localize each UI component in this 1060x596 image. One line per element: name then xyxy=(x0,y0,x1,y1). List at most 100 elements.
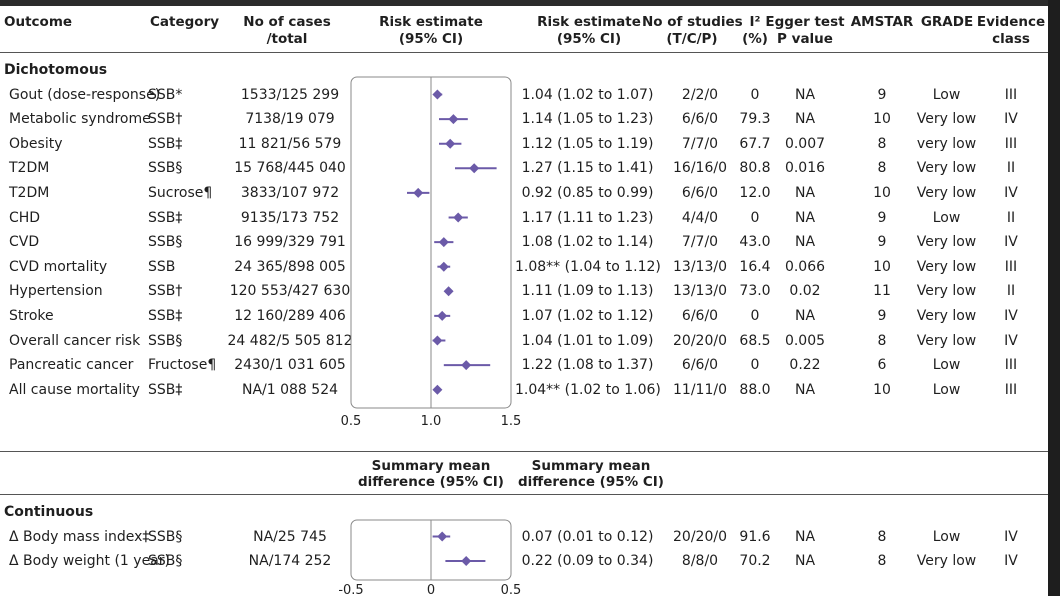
header-evidence-line2: class xyxy=(992,31,1030,47)
cell-studies: 2/2/0 xyxy=(681,86,719,103)
cell-estimate: 1.22 (1.08 to 1.37) xyxy=(521,357,654,374)
cell-evidence: III xyxy=(1004,357,1018,374)
header-category: Category xyxy=(150,14,220,30)
cell-outcome: All cause mortality xyxy=(9,381,140,398)
cell-amstar: 10 xyxy=(873,184,891,201)
cell-cases: 24 482/5 505 812 xyxy=(227,332,353,349)
cell-amstar: 10 xyxy=(873,381,891,398)
cell-cases: 7138/19 079 xyxy=(245,111,335,128)
cell-amstar: 11 xyxy=(873,283,891,300)
cell-studies: 20/20/0 xyxy=(673,528,727,545)
cell-amstar: 9 xyxy=(877,86,887,103)
cell-cases: 120 553/427 630 xyxy=(229,283,351,300)
cell-category: SSB‡ xyxy=(148,381,183,398)
point-estimate-diamond xyxy=(453,212,464,223)
cell-estimate: 1.04 (1.01 to 1.09) xyxy=(521,332,654,349)
cell-evidence: IV xyxy=(1004,528,1018,545)
cell-cases: 3833/107 972 xyxy=(240,184,340,201)
cell-amstar: 9 xyxy=(877,209,887,226)
cell-egger: NA xyxy=(794,528,816,545)
cell-i2: 80.8 xyxy=(739,160,771,177)
cell-egger: NA xyxy=(794,234,816,251)
cell-category: SSB‡ xyxy=(148,209,183,226)
cell-evidence: III xyxy=(1004,86,1018,103)
cell-estimate: 1.08 (1.02 to 1.14) xyxy=(521,234,654,251)
cell-grade: Very low xyxy=(916,332,977,349)
cell-category: SSB§ xyxy=(148,160,183,177)
cell-i2: 0 xyxy=(750,209,760,226)
point-estimate-diamond xyxy=(432,335,443,346)
continuous-header-plot-line2: difference (95% CI) xyxy=(358,474,504,490)
header-egger-line2: P value xyxy=(777,31,833,47)
cell-i2: 88.0 xyxy=(739,381,771,398)
cell-i2: 16.4 xyxy=(739,258,771,275)
cell-evidence: II xyxy=(1006,160,1016,177)
cell-estimate: 1.07 (1.02 to 1.12) xyxy=(521,307,654,324)
cell-egger: NA xyxy=(794,307,816,324)
header-divider xyxy=(0,52,1048,53)
cell-outcome: T2DM xyxy=(9,184,50,201)
cell-grade: Very low xyxy=(916,111,977,128)
cell-grade: Low xyxy=(932,86,961,103)
cell-egger: NA xyxy=(794,184,816,201)
cell-category: SSB§ xyxy=(148,528,183,545)
point-estimate-diamond xyxy=(432,89,443,100)
cell-egger: 0.02 xyxy=(789,283,821,300)
cell-category: SSB xyxy=(148,258,176,275)
top-edge-bar xyxy=(0,0,1060,6)
cell-outcome: CVD xyxy=(9,234,40,251)
header-i2-line2: (%) xyxy=(742,31,768,47)
header-egger-line1: Egger test xyxy=(765,14,845,30)
cell-evidence: IV xyxy=(1004,184,1018,201)
cell-cases: 12 160/289 406 xyxy=(234,307,346,324)
tick-label: 1.0 xyxy=(421,414,442,429)
cell-amstar: 6 xyxy=(877,357,887,374)
cell-studies: 7/7/0 xyxy=(681,234,719,251)
header-plot-line1: Risk estimate xyxy=(379,14,483,30)
cell-evidence: II xyxy=(1006,209,1016,226)
point-estimate-diamond xyxy=(438,237,449,248)
cell-outcome: Δ Body mass index‡ xyxy=(9,528,150,545)
header-grade: GRADE xyxy=(920,14,974,30)
header-amstar: AMSTAR xyxy=(850,14,914,30)
cell-estimate: 1.04** (1.02 to 1.06) xyxy=(515,381,661,398)
cell-studies: 13/13/0 xyxy=(673,258,727,275)
cell-grade: Very low xyxy=(916,307,977,324)
point-estimate-diamond xyxy=(432,384,443,395)
cell-studies: 13/13/0 xyxy=(673,283,727,300)
tick-label: 1.5 xyxy=(501,414,522,429)
cell-outcome: Overall cancer risk xyxy=(9,332,141,349)
cell-category: SSB* xyxy=(148,86,183,103)
cell-evidence: IV xyxy=(1004,307,1018,324)
cell-i2: 43.0 xyxy=(739,234,771,251)
cell-outcome: Hypertension xyxy=(9,283,103,300)
cell-cases: NA/174 252 xyxy=(248,553,332,569)
continuous-header-estimate-line2: difference (95% CI) xyxy=(518,474,664,490)
point-estimate-diamond xyxy=(469,163,480,174)
point-estimate-diamond xyxy=(437,531,448,542)
cell-grade: Very low xyxy=(916,234,977,251)
cell-category: SSB§ xyxy=(148,553,183,569)
point-estimate-diamond xyxy=(437,310,448,321)
cell-category: Sucrose¶ xyxy=(148,184,213,201)
right-edge-bar xyxy=(1048,0,1060,596)
cell-egger: 0.007 xyxy=(784,135,826,152)
tick-label: 0.5 xyxy=(341,414,362,429)
cell-grade: Very low xyxy=(916,553,977,569)
cell-i2: 79.3 xyxy=(739,111,771,128)
cell-evidence: IV xyxy=(1004,332,1018,349)
cell-cases: 11 821/56 579 xyxy=(238,135,342,152)
cell-studies: 20/20/0 xyxy=(673,332,727,349)
cell-cases: 1533/125 299 xyxy=(240,86,340,103)
header-evidence-line1: Evidence xyxy=(976,14,1046,30)
cell-outcome: T2DM xyxy=(9,160,50,177)
continuous-header-plot-line1: Summary mean xyxy=(371,458,491,474)
cell-category: Fructose¶ xyxy=(148,357,217,374)
section-dichotomous: Dichotomous xyxy=(4,62,108,78)
section-divider xyxy=(0,451,1048,452)
cell-outcome: Stroke xyxy=(9,307,54,324)
cell-cases: 15 768/445 040 xyxy=(234,160,346,177)
cell-studies: 6/6/0 xyxy=(681,357,719,374)
cell-grade: Low xyxy=(932,528,961,545)
